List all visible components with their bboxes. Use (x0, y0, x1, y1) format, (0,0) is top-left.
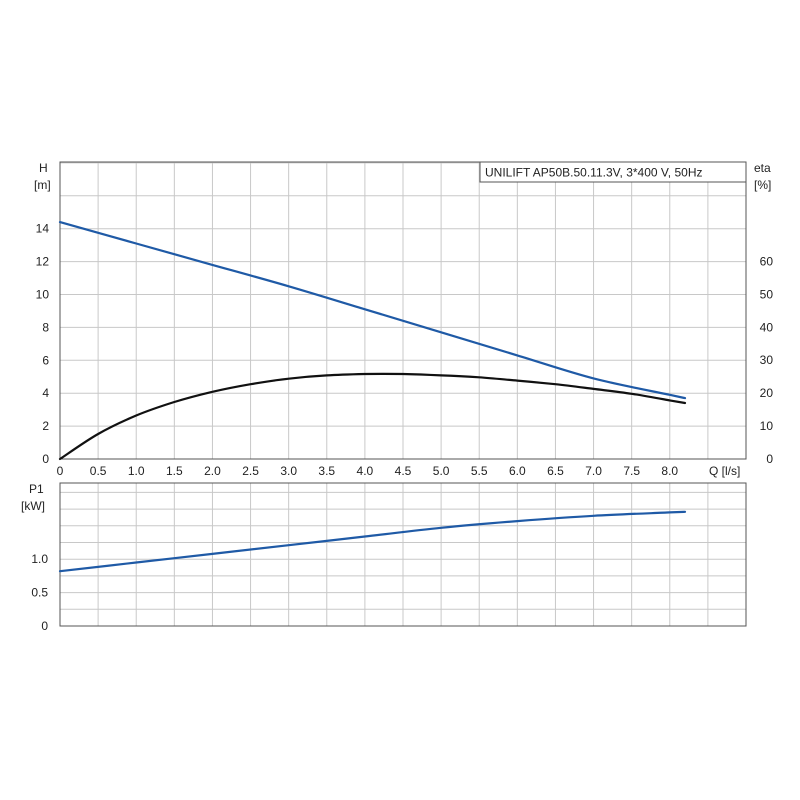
h-tick-label: 6 (42, 353, 49, 367)
p1-tick-label: 0.5 (31, 586, 48, 600)
eta-axis-ticks: 0 10 20 30 40 50 60 (760, 254, 774, 466)
q-axis-ticks: 0 0.5 1.0 1.5 2.0 2.5 3.0 3.5 4.0 4.5 5.0 5.5 6.0 6.5… (57, 464, 679, 478)
eta-tick-label: 30 (760, 353, 774, 367)
chart-title-box: UNILIFT AP50B.50.11.3V, 3*400 V, 50Hz (479, 161, 747, 183)
p1-tick-label: 1.0 (31, 552, 48, 566)
q-tick-label: 4.0 (357, 464, 374, 478)
q-tick-label: 3.0 (280, 464, 297, 478)
power-panel-grid (60, 483, 746, 626)
h-axis-unit: [m] (34, 178, 51, 192)
h-tick-label: 8 (42, 320, 49, 334)
p1-axis-ticks: 0 0.5 1.0 (31, 552, 48, 633)
h-tick-label: 4 (42, 386, 49, 400)
q-tick-label: 7.5 (623, 464, 640, 478)
h-tick-label: 12 (36, 255, 50, 269)
q-tick-label: 4.5 (395, 464, 412, 478)
eta-axis-label: eta (754, 161, 771, 175)
eta-axis-unit: [%] (754, 178, 771, 192)
q-tick-label: 0 (57, 464, 64, 478)
power-panel-frame (59, 482, 747, 627)
p1-tick-label: 0 (41, 619, 48, 633)
q-tick-label: 0.5 (90, 464, 107, 478)
h-tick-label: 10 (36, 288, 50, 302)
eta-tick-label: 0 (766, 452, 773, 466)
h-axis-label: H (39, 161, 48, 175)
q-tick-label: 5.5 (471, 464, 488, 478)
h-tick-label: 14 (36, 222, 50, 236)
q-tick-label: 2.5 (242, 464, 259, 478)
q-tick-label: 1.0 (128, 464, 145, 478)
q-tick-label: 6.0 (509, 464, 526, 478)
head-panel-grid (60, 162, 746, 459)
h-tick-label: 0 (42, 452, 49, 466)
q-tick-label: 6.5 (547, 464, 564, 478)
q-tick-label: 2.0 (204, 464, 221, 478)
chart-title: UNILIFT AP50B.50.11.3V, 3*400 V, 50Hz (485, 166, 702, 180)
q-tick-label: 8.0 (661, 464, 678, 478)
efficiency-curve (58, 372, 687, 461)
eta-tick-label: 20 (760, 386, 774, 400)
h-axis-ticks: 0 2 4 6 8 10 12 14 (36, 222, 50, 466)
head-panel-frame (59, 161, 747, 460)
eta-tick-label: 50 (760, 287, 774, 301)
series-layer (58, 221, 687, 573)
p1-axis-label: P1 (29, 482, 44, 496)
q-tick-label: 5.0 (433, 464, 450, 478)
q-tick-label: 1.5 (166, 464, 183, 478)
eta-tick-label: 40 (760, 320, 774, 334)
q-tick-label: 7.0 (585, 464, 602, 478)
head-curve (58, 221, 687, 400)
q-axis-label: Q [l/s] (709, 464, 740, 478)
eta-tick-label: 60 (760, 254, 774, 268)
h-tick-label: 2 (42, 419, 49, 433)
p1-axis-unit: [kW] (21, 499, 45, 513)
power-curve (58, 510, 687, 573)
eta-tick-label: 10 (760, 419, 774, 433)
q-tick-label: 3.5 (318, 464, 335, 478)
